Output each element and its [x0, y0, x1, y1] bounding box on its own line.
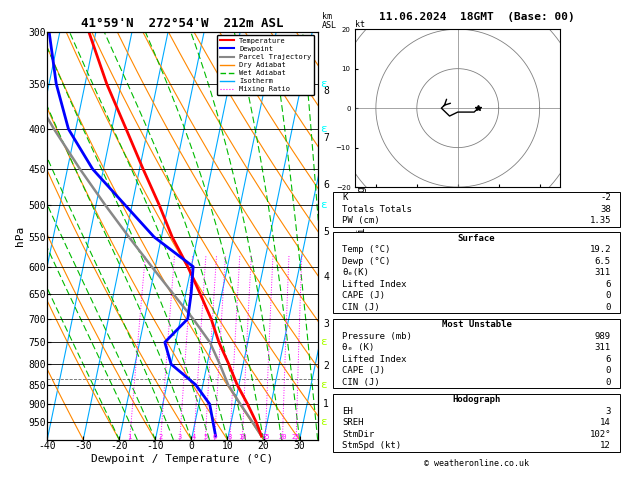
- Text: 12: 12: [600, 441, 611, 451]
- Text: 8: 8: [323, 86, 329, 96]
- Y-axis label: hPa: hPa: [15, 226, 25, 246]
- Text: 1: 1: [128, 434, 132, 440]
- Text: ε: ε: [321, 417, 327, 428]
- Bar: [333, 192, 620, 226]
- Bar: [333, 394, 620, 451]
- Text: 0: 0: [606, 303, 611, 312]
- Text: 102°: 102°: [589, 430, 611, 439]
- Text: 6: 6: [213, 434, 217, 440]
- Text: Dewp (°C): Dewp (°C): [342, 257, 391, 266]
- Text: 14: 14: [600, 418, 611, 427]
- Y-axis label: Mixing Ratio (g/kg): Mixing Ratio (g/kg): [357, 180, 367, 292]
- Text: 2: 2: [323, 361, 329, 371]
- Text: 311: 311: [595, 268, 611, 278]
- Text: -2: -2: [600, 193, 611, 202]
- Bar: [333, 319, 620, 388]
- Title: 41°59'N  272°54'W  212m ASL: 41°59'N 272°54'W 212m ASL: [81, 17, 284, 31]
- Text: kt: kt: [355, 20, 365, 29]
- Text: 6: 6: [606, 280, 611, 289]
- Text: 6.5: 6.5: [595, 257, 611, 266]
- Text: Totals Totals: Totals Totals: [342, 205, 412, 214]
- Text: ε: ε: [321, 79, 327, 89]
- Text: ε: ε: [321, 124, 327, 134]
- Text: 2: 2: [159, 434, 163, 440]
- Text: Temp (°C): Temp (°C): [342, 245, 391, 254]
- Text: CIN (J): CIN (J): [342, 303, 379, 312]
- Bar: [333, 232, 620, 313]
- Text: 989: 989: [595, 332, 611, 341]
- Text: 11.06.2024  18GMT  (Base: 00): 11.06.2024 18GMT (Base: 00): [379, 12, 574, 22]
- Text: ε: ε: [321, 380, 327, 390]
- Text: 7: 7: [323, 133, 329, 143]
- Text: 0: 0: [606, 366, 611, 375]
- Text: θₑ(K): θₑ(K): [342, 268, 369, 278]
- Text: 25: 25: [292, 434, 301, 440]
- Text: 1: 1: [323, 399, 329, 409]
- Text: 4: 4: [323, 272, 329, 282]
- Text: 6: 6: [323, 180, 329, 190]
- Text: 0: 0: [606, 378, 611, 387]
- Text: CAPE (J): CAPE (J): [342, 291, 385, 300]
- Text: 0: 0: [606, 291, 611, 300]
- Text: ε: ε: [321, 200, 327, 210]
- Text: Hodograph: Hodograph: [452, 395, 501, 404]
- Text: 10: 10: [238, 434, 247, 440]
- Text: CAPE (J): CAPE (J): [342, 366, 385, 375]
- Text: Pressure (mb): Pressure (mb): [342, 332, 412, 341]
- Text: PW (cm): PW (cm): [342, 216, 379, 226]
- Text: 1.35: 1.35: [589, 216, 611, 226]
- Text: StmSpd (kt): StmSpd (kt): [342, 441, 401, 451]
- Text: CIN (J): CIN (J): [342, 378, 379, 387]
- Text: θₑ (K): θₑ (K): [342, 343, 374, 352]
- Text: 311: 311: [595, 343, 611, 352]
- Text: 8: 8: [228, 434, 232, 440]
- Text: 5: 5: [203, 434, 208, 440]
- Text: 20: 20: [278, 434, 287, 440]
- Text: 3: 3: [177, 434, 182, 440]
- Text: SREH: SREH: [342, 418, 364, 427]
- Text: StmDir: StmDir: [342, 430, 374, 439]
- Text: ε: ε: [321, 337, 327, 347]
- Text: © weatheronline.co.uk: © weatheronline.co.uk: [424, 459, 529, 468]
- Text: Surface: Surface: [458, 234, 495, 243]
- Text: 15: 15: [261, 434, 270, 440]
- Text: 19.2: 19.2: [589, 245, 611, 254]
- Text: EH: EH: [342, 407, 353, 416]
- Text: 3: 3: [323, 319, 329, 329]
- Text: 5: 5: [323, 227, 329, 237]
- Text: 3: 3: [606, 407, 611, 416]
- Text: Lifted Index: Lifted Index: [342, 280, 406, 289]
- Text: 4: 4: [192, 434, 196, 440]
- Legend: Temperature, Dewpoint, Parcel Trajectory, Dry Adiabat, Wet Adiabat, Isotherm, Mi: Temperature, Dewpoint, Parcel Trajectory…: [217, 35, 314, 95]
- X-axis label: Dewpoint / Temperature (°C): Dewpoint / Temperature (°C): [91, 454, 274, 464]
- Text: Lifted Index: Lifted Index: [342, 355, 406, 364]
- Text: 38: 38: [600, 205, 611, 214]
- Text: K: K: [342, 193, 347, 202]
- Text: 6: 6: [606, 355, 611, 364]
- Text: km
ASL: km ASL: [321, 12, 337, 30]
- Text: Most Unstable: Most Unstable: [442, 320, 511, 329]
